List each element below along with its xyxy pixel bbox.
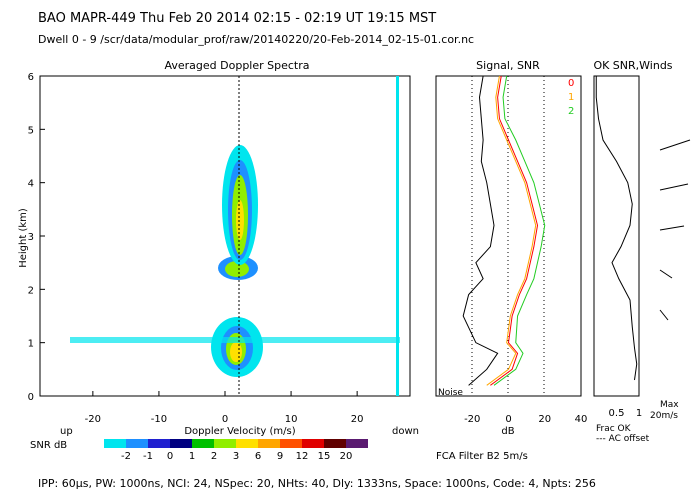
colorbar-swatch — [214, 439, 236, 448]
spectra-xtick-label: 10 — [285, 414, 298, 425]
snr-xtick-label: -20 — [464, 414, 480, 425]
colorbar-tick-label: 1 — [189, 451, 195, 462]
legend-entry: 2 — [568, 106, 574, 117]
noise-label: Noise — [438, 388, 463, 398]
colorbar-tick-label: 20 — [340, 451, 353, 462]
signal-line — [462, 75, 499, 386]
up-label: up — [60, 426, 73, 437]
frac-xtick-label: 0.5 — [609, 408, 625, 419]
snr-xtick-label: 40 — [575, 414, 588, 425]
colorbar-tick-label: 0 — [167, 451, 173, 462]
wind-arrow — [659, 225, 685, 231]
colorbar-tick-label: -2 — [121, 451, 131, 462]
colorbar-tick-label: 12 — [296, 451, 309, 462]
colorbar-label: SNR dB — [30, 440, 67, 451]
spectra-yticks: 0 1 2 3 4 5 6 — [28, 72, 45, 403]
contour-up-core — [236, 200, 244, 240]
spectra-ytick-label: 0 — [28, 392, 34, 403]
frac-xticks: 0.5 1 — [609, 408, 643, 419]
spectra-ytick-label: 1 — [28, 339, 34, 350]
spectra-title: Averaged Doppler Spectra — [164, 59, 309, 72]
colorbar-swatch — [192, 439, 214, 448]
legend-entry: 1 — [568, 92, 574, 103]
colorbar-tick-label: -1 — [143, 451, 153, 462]
colorbar-swatch — [302, 439, 324, 448]
snr-xticks: -20 0 20 40 — [464, 414, 587, 425]
wind-arrows — [659, 139, 691, 321]
frac-xtick-label: 1 — [636, 408, 642, 419]
colorbar-swatch — [170, 439, 192, 448]
contour-edge-streak — [396, 76, 399, 396]
frac-label: Frac OK — [596, 424, 632, 434]
legend-entry: 0 — [568, 78, 574, 89]
colorbar-swatch — [236, 439, 258, 448]
colorbar-swatch — [126, 439, 148, 448]
spectra-ytick-label: 4 — [28, 179, 34, 190]
max-label: Max — [660, 400, 679, 410]
colorbar-swatch — [148, 439, 170, 448]
colorbar-tick-label: 15 — [318, 451, 331, 462]
spectra-ytick-label: 2 — [28, 285, 34, 296]
max-value: 20m/s — [650, 411, 678, 421]
spectra-xtick-label: 20 — [351, 414, 364, 425]
snr-line-2 — [493, 75, 546, 386]
wind-arrow — [659, 269, 673, 279]
spectra-ytick-label: 3 — [28, 232, 34, 243]
down-label: down — [392, 426, 419, 437]
spectra-ytick-label: 6 — [28, 72, 34, 83]
winds-title: OK SNR,Winds — [593, 59, 672, 72]
colorbar-swatch — [104, 439, 126, 448]
frac-ok-line — [595, 76, 638, 381]
contour-low-core — [230, 342, 242, 362]
ac-offset-label: --- AC offset — [596, 434, 650, 444]
snr-line-0 — [490, 75, 539, 386]
colorbar-swatch — [258, 439, 280, 448]
colorbar-tick-label: 3 — [233, 451, 239, 462]
wind-arrow — [659, 183, 689, 191]
frac-frame — [593, 75, 640, 397]
snr-title: Signal, SNR — [476, 59, 540, 72]
chart-title: BAO MAPR-449 Thu Feb 20 2014 02:15 - 02:… — [38, 11, 437, 26]
contour-mid-inner — [225, 261, 249, 277]
snr-xtick-label: 0 — [505, 414, 511, 425]
snr-xlabel: dB — [501, 426, 514, 437]
colorbar-tick-label: 2 — [211, 451, 217, 462]
colorbar-swatch — [346, 439, 368, 448]
colorbar-tick-label: 9 — [277, 451, 283, 462]
snr-line-1 — [486, 75, 537, 386]
colorbar-swatch — [280, 439, 302, 448]
spectra-ylabel: Height (km) — [18, 208, 29, 268]
colorbar-swatch — [324, 439, 346, 448]
snr-xtick-label: 20 — [538, 414, 551, 425]
spectra-contours — [70, 76, 400, 396]
colorbar-tick-label: 6 — [255, 451, 261, 462]
spectra-ytick-label: 5 — [28, 125, 34, 136]
winds-legend: 0 1 2 — [568, 78, 574, 117]
filter-label: FCA Filter B2 5m/s — [436, 451, 528, 462]
spectra-xlabel: Doppler Velocity (m/s) — [184, 426, 295, 437]
wind-arrow — [659, 139, 691, 151]
contour-noise-streak — [70, 337, 400, 343]
spectra-xticks: -20 -10 0 10 20 — [85, 391, 364, 425]
wind-arrow — [659, 309, 669, 321]
spectra-xtick-label: -10 — [151, 414, 167, 425]
spectra-xtick-label: -20 — [85, 414, 101, 425]
dwell-info: Dwell 0 - 9 /scr/data/modular_prof/raw/2… — [38, 33, 475, 46]
spectra-xtick-label: 0 — [222, 414, 228, 425]
footer-params: IPP: 60μs, PW: 1000ns, NCI: 24, NSpec: 2… — [38, 477, 596, 490]
colorbar: -2 -1 0 1 2 3 6 9 12 15 20 — [104, 439, 368, 462]
